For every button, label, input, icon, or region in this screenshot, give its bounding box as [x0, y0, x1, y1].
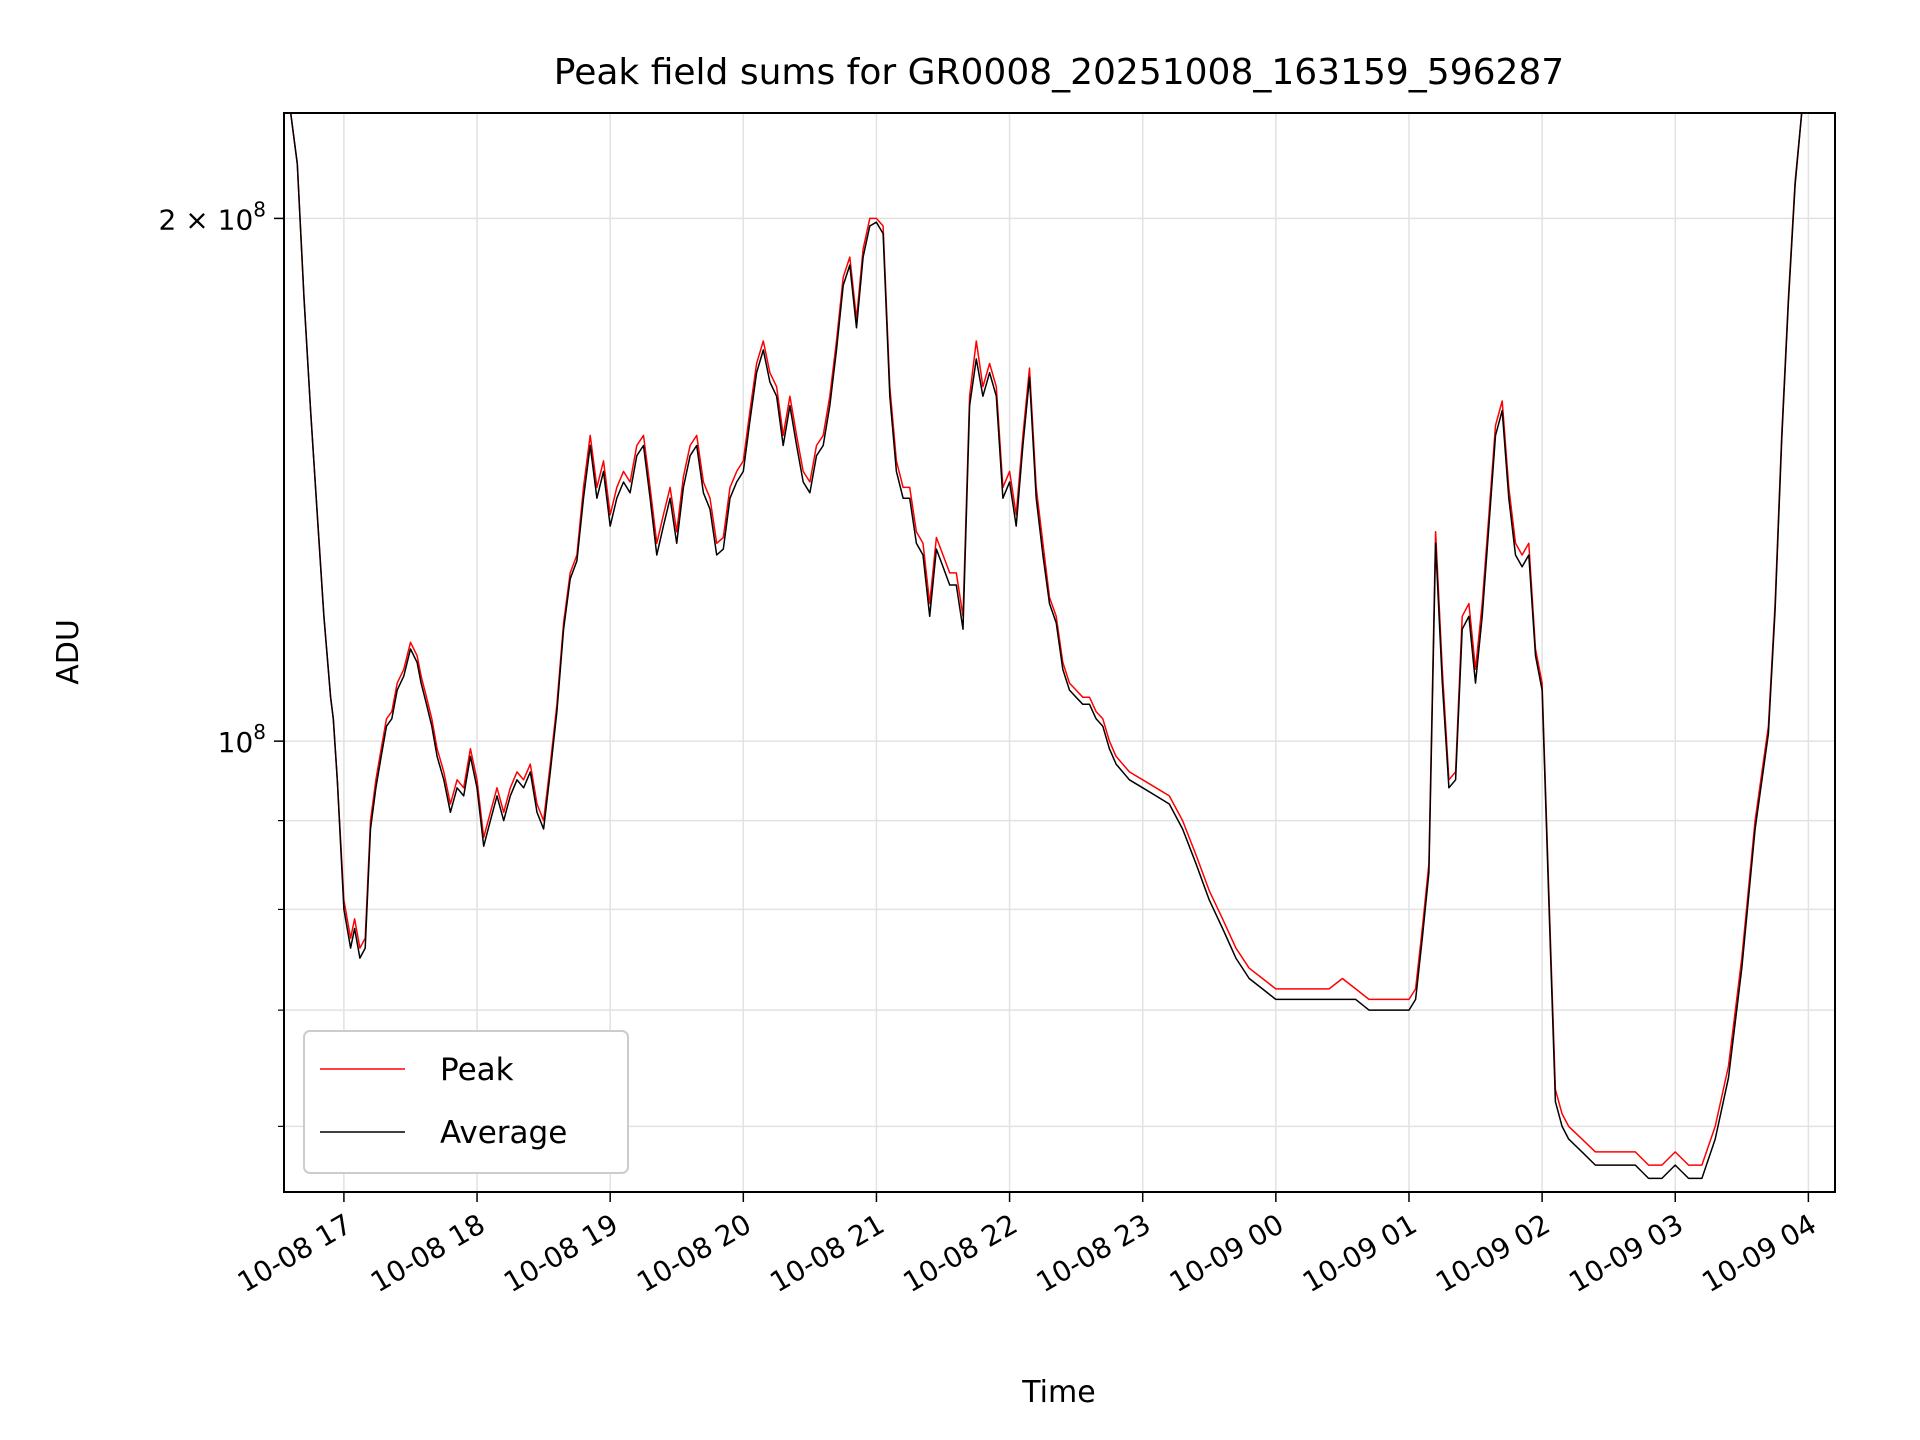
grid [284, 113, 1835, 1192]
legend-average-label: Average [440, 1115, 567, 1151]
y-tick-label: 108 [218, 720, 266, 759]
y-tick-label-mantissa: 10 [218, 726, 254, 759]
y-tick-label-exponent: 8 [253, 720, 266, 744]
legend-peak-label: Peak [440, 1052, 514, 1088]
series-layer [284, 113, 1809, 1180]
series-line-average [284, 113, 1809, 1180]
legend-box [303, 1030, 629, 1174]
series-line-peak [284, 113, 1809, 1166]
y-tick-label: 2 × 108 [159, 197, 266, 236]
legend: Peak Average [303, 1030, 629, 1174]
chart-title: Peak field sums for GR0008_20251008_1631… [554, 52, 1564, 93]
plot-frame [283, 112, 1836, 1193]
x-axis-label: Time [1021, 1375, 1095, 1410]
y-axis-label: ADU [51, 619, 86, 685]
y-tick-label-exponent: 8 [253, 197, 266, 221]
y-tick-label-mantissa: 2 × 10 [159, 203, 254, 236]
